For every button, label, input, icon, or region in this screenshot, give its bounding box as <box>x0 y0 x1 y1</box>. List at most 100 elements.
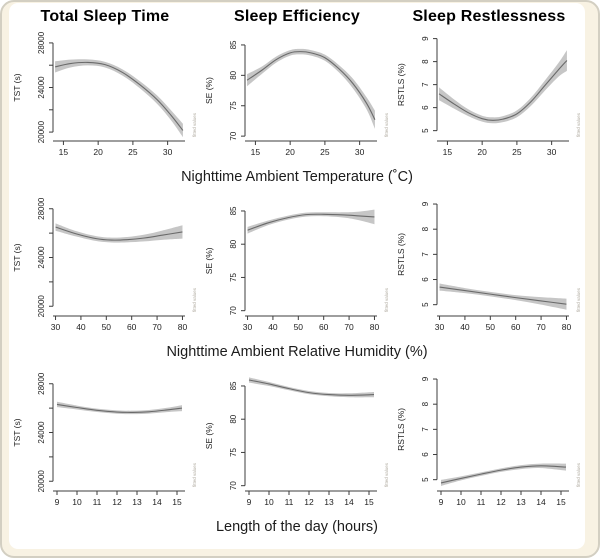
x-tick-label: 25 <box>512 147 522 157</box>
y-tick-label: 6 <box>421 277 430 282</box>
y-tick-label: 75 <box>229 447 238 456</box>
x-tick-label: 15 <box>172 497 182 507</box>
y-axis-label: SE (%) <box>204 422 214 449</box>
confidence-band <box>247 48 375 129</box>
column-titles: Total Sleep Time Sleep Efficiency Sleep … <box>9 5 585 29</box>
title-sleep-restlessness: Sleep Restlessness <box>412 8 566 25</box>
y-tick-label: 70 <box>229 131 238 140</box>
x-tick-label: 70 <box>344 322 354 332</box>
chart-se-vs-humidity: 70 75 80 85 SE (%) 30 40 50 60 70 80 fitted values <box>204 206 389 332</box>
x-tick-label: 70 <box>536 322 546 332</box>
y-axis-label: RSTLS (%) <box>396 63 406 106</box>
confidence-band <box>439 283 567 310</box>
x-tick-label: 20 <box>93 147 103 157</box>
fitted-line <box>439 286 567 305</box>
y-tick-label: 5 <box>421 477 430 482</box>
x-tick-label: 12 <box>304 497 314 507</box>
x-tick-label: 40 <box>460 322 470 332</box>
y-axis-label: TST (s) <box>12 73 22 101</box>
y-tick-label: 8 <box>421 226 430 231</box>
y-tick-label: 5 <box>421 128 430 133</box>
x-tick-label: 11 <box>477 497 486 507</box>
watermark-text: fitted values <box>384 112 389 137</box>
cell-se-daylength: 70 75 80 85 SE (%) 9 10 11 12 13 14 15 fitted values <box>201 365 393 517</box>
x-tick-label: 13 <box>516 497 526 507</box>
x-tick-label: 80 <box>178 322 188 332</box>
y-tick-label: 8 <box>421 59 430 64</box>
x-tick-label: 30 <box>355 147 365 157</box>
x-tick-label: 13 <box>132 497 142 507</box>
y-tick-label: 70 <box>229 481 238 490</box>
row-temperature: 20000 24000 28000 TST (s) 15 20 25 30 fitted val… <box>9 29 585 167</box>
y-axis-label: RSTLS (%) <box>396 233 406 276</box>
figure-panel: Total Sleep Time Sleep Efficiency Sleep … <box>9 3 585 549</box>
title-total-sleep-time: Total Sleep Time <box>40 8 170 25</box>
x-tick-label: 25 <box>128 147 138 157</box>
x-tick-label: 12 <box>112 497 122 507</box>
y-tick-label: 85 <box>229 206 238 215</box>
x-tick-label: 50 <box>486 322 496 332</box>
cell-tst-temperature: 20000 24000 28000 TST (s) 15 20 25 30 fitted val… <box>9 29 201 167</box>
x-tick-label: 10 <box>456 497 466 507</box>
x-tick-label: 10 <box>264 497 274 507</box>
y-tick-label: 9 <box>421 36 430 41</box>
xlabel-temperature: Nighttime Ambient Temperature (˚C) <box>181 169 413 185</box>
x-tick-label: 9 <box>55 497 60 507</box>
y-tick-label: 80 <box>229 70 238 79</box>
x-tick-label: 11 <box>285 497 294 507</box>
watermark-text: fitted values <box>576 112 581 137</box>
x-tick-label: 60 <box>127 322 137 332</box>
cell-tst-daylength: 20000 24000 28000 TST (s) 9 10 11 12 13 14 15 fitte… <box>9 365 201 517</box>
y-tick-label: 8 <box>421 401 430 406</box>
xlabel-daylength: Length of the day (hours) <box>215 519 379 535</box>
chart-tst-vs-humidity: 20000 24000 28000 TST (s) 30 40 50 60 70 80 fitted… <box>12 197 197 332</box>
confidence-band <box>55 223 183 243</box>
watermark-text: fitted values <box>384 287 389 312</box>
confidence-band <box>248 377 374 398</box>
x-tick-label: 11 <box>93 497 102 507</box>
x-tick-label: 25 <box>320 147 330 157</box>
y-tick-label: 7 <box>421 252 430 257</box>
y-tick-label: 80 <box>229 239 238 248</box>
x-tick-label: 15 <box>556 497 566 507</box>
confidence-band <box>440 463 566 486</box>
fitted-line <box>55 226 183 241</box>
xlabel-humidity: Nighttime Ambient Relative Humidity (%) <box>166 344 428 360</box>
x-tick-label: 9 <box>247 497 252 507</box>
cell-se-temperature: 70 75 80 85 SE (%) 15 20 25 30 fitted values <box>201 29 393 167</box>
x-tick-label: 80 <box>562 322 572 332</box>
x-tick-label: 50 <box>294 322 304 332</box>
chart-tst-vs-daylength: 20000 24000 28000 TST (s) 9 10 11 12 13 14 15 fitte… <box>12 372 197 507</box>
y-tick-label: 80 <box>229 414 238 423</box>
row-daylength: 20000 24000 28000 TST (s) 9 10 11 12 13 14 15 fitte… <box>9 365 585 517</box>
chart-se-vs-daylength: 70 75 80 85 SE (%) 9 10 11 12 13 14 15 fitted values <box>204 377 389 507</box>
fitted-line <box>54 61 184 131</box>
y-tick-label: 6 <box>421 105 430 110</box>
chart-se-vs-temperature: 70 75 80 85 SE (%) 15 20 25 30 fitted values <box>204 40 389 157</box>
y-tick-label: 75 <box>229 272 238 281</box>
x-tick-label: 40 <box>76 322 86 332</box>
x-tick-label: 15 <box>443 147 453 157</box>
x-tick-label: 15 <box>364 497 374 507</box>
y-tick-label: 75 <box>229 101 238 110</box>
watermark-text: fitted values <box>192 462 197 487</box>
watermark-text: fitted values <box>384 462 389 487</box>
x-tick-label: 13 <box>324 497 334 507</box>
x-tick-label: 40 <box>268 322 278 332</box>
x-tick-label: 60 <box>319 322 329 332</box>
x-tick-label: 14 <box>536 497 546 507</box>
chart-rstls-vs-daylength: 5 6 7 8 9 RSTLS (%) 9 10 11 12 13 14 15 fitted values <box>396 376 581 507</box>
x-tick-label: 20 <box>285 147 295 157</box>
y-tick-label: 70 <box>229 306 238 315</box>
fitted-line <box>248 379 374 396</box>
chart-tst-vs-temperature: 20000 24000 28000 TST (s) 15 20 25 30 fitted val… <box>12 31 197 157</box>
chart-rstls-vs-humidity: 5 6 7 8 9 RSTLS (%) 30 40 50 60 70 80 fitted values <box>396 201 581 332</box>
y-tick-label: 6 <box>421 452 430 457</box>
cell-se-humidity: 70 75 80 85 SE (%) 30 40 50 60 70 80 fitted values <box>201 190 393 342</box>
confidence-band <box>55 59 183 138</box>
x-tick-label: 80 <box>370 322 380 332</box>
y-tick-label: 7 <box>421 427 430 432</box>
cell-tst-humidity: 20000 24000 28000 TST (s) 30 40 50 60 70 80 fitted… <box>9 190 201 342</box>
y-tick-label: 28000 <box>37 197 46 220</box>
fitted-line <box>440 465 566 484</box>
